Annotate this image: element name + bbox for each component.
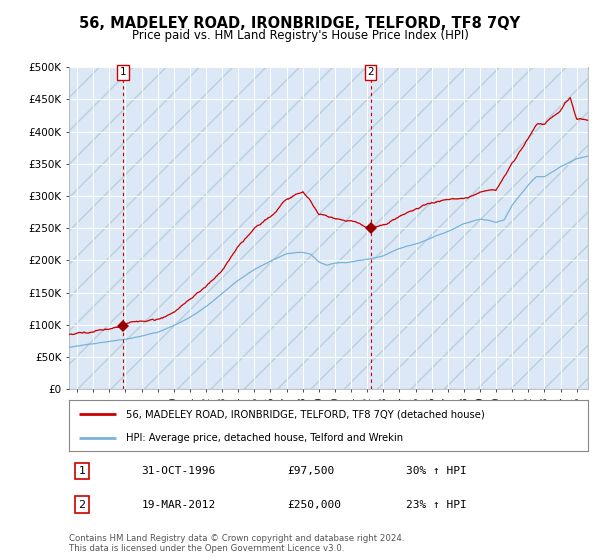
Text: HPI: Average price, detached house, Telford and Wrekin: HPI: Average price, detached house, Telf… [126, 433, 403, 443]
Text: 2: 2 [367, 67, 374, 77]
Text: 56, MADELEY ROAD, IRONBRIDGE, TELFORD, TF8 7QY: 56, MADELEY ROAD, IRONBRIDGE, TELFORD, T… [79, 16, 521, 31]
Text: £97,500: £97,500 [287, 466, 334, 476]
Text: 30% ↑ HPI: 30% ↑ HPI [406, 466, 467, 476]
Text: 23% ↑ HPI: 23% ↑ HPI [406, 500, 467, 510]
Bar [69, 67, 588, 389]
Text: 56, MADELEY ROAD, IRONBRIDGE, TELFORD, TF8 7QY (detached house): 56, MADELEY ROAD, IRONBRIDGE, TELFORD, T… [126, 409, 485, 419]
Text: Price paid vs. HM Land Registry's House Price Index (HPI): Price paid vs. HM Land Registry's House … [131, 29, 469, 42]
Text: 19-MAR-2012: 19-MAR-2012 [142, 500, 216, 510]
Text: Contains HM Land Registry data © Crown copyright and database right 2024.
This d: Contains HM Land Registry data © Crown c… [69, 534, 404, 553]
Text: 1: 1 [79, 466, 85, 476]
Text: £250,000: £250,000 [287, 500, 341, 510]
Text: 31-OCT-1996: 31-OCT-1996 [142, 466, 216, 476]
Text: 2: 2 [79, 500, 86, 510]
Text: 1: 1 [119, 67, 126, 77]
